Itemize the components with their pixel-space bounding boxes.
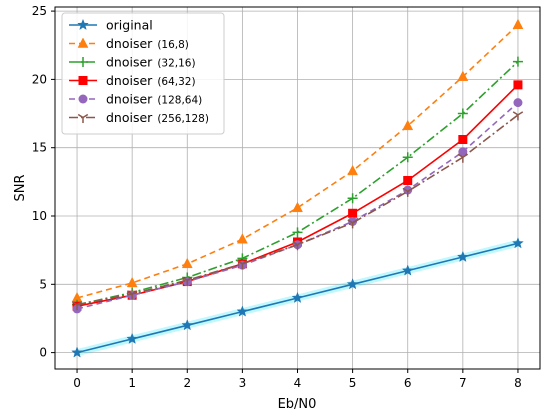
y-tick-label: 20 bbox=[32, 72, 47, 86]
data-point bbox=[401, 264, 414, 276]
data-point bbox=[513, 80, 523, 90]
data-point bbox=[456, 250, 469, 263]
legend-label: dnoiser (32,16) bbox=[106, 55, 196, 70]
legend-label-suffix: (16,8) bbox=[157, 39, 189, 51]
x-tick-label: 2 bbox=[183, 376, 191, 390]
data-point bbox=[347, 164, 359, 176]
legend-entry: dnoiser (128,64) bbox=[69, 92, 202, 107]
data-point bbox=[126, 276, 138, 288]
data-point bbox=[237, 260, 248, 270]
legend-label-suffix: (32,16) bbox=[157, 58, 195, 70]
data-point bbox=[458, 147, 468, 157]
legend-label: dnoiser (16,8) bbox=[106, 36, 189, 51]
data-point bbox=[347, 193, 358, 204]
data-point bbox=[181, 319, 194, 331]
x-tick-label: 7 bbox=[459, 376, 467, 390]
series-layer bbox=[71, 18, 524, 358]
y-tick-label: 0 bbox=[39, 346, 47, 360]
series-line bbox=[76, 61, 519, 306]
legend-label-main: dnoiser bbox=[106, 73, 153, 88]
data-point bbox=[457, 108, 468, 119]
legend-label-suffix: (256,128) bbox=[157, 113, 209, 125]
data-point bbox=[402, 152, 413, 163]
data-point bbox=[346, 278, 359, 290]
data-point bbox=[347, 219, 358, 229]
x-tick-label: 5 bbox=[349, 376, 357, 390]
legend-label-suffix: (64,32) bbox=[157, 76, 195, 88]
data-point bbox=[402, 187, 413, 197]
data-point bbox=[458, 135, 468, 145]
data-point bbox=[403, 175, 413, 185]
legend-entry: dnoiser (64,32) bbox=[69, 73, 196, 88]
data-point bbox=[512, 237, 524, 249]
legend-label: dnoiser (256,128) bbox=[106, 110, 209, 125]
legend-marker bbox=[78, 76, 88, 85]
legend-label-main: dnoiser bbox=[106, 110, 153, 125]
x-tick-label: 0 bbox=[73, 376, 81, 390]
legend-label: dnoiser (128,64) bbox=[106, 92, 202, 107]
legend-entry: dnoiser (16,8) bbox=[69, 36, 189, 51]
series-original bbox=[71, 237, 524, 358]
data-point bbox=[236, 233, 248, 244]
x-tick-label: 1 bbox=[128, 376, 136, 390]
y-axis-label: SNR bbox=[13, 174, 28, 201]
legend-box bbox=[61, 12, 225, 135]
legend-label-main: dnoiser bbox=[106, 92, 153, 107]
data-point bbox=[292, 201, 303, 213]
y-tick-label: 10 bbox=[32, 209, 47, 223]
y-axis: 0 5 10 15 20 25 bbox=[32, 4, 55, 360]
legend-label-main: dnoiser bbox=[106, 55, 153, 70]
data-point bbox=[181, 257, 193, 269]
legend-label: original bbox=[106, 18, 153, 33]
legend-entry: dnoiser (32,16) bbox=[69, 55, 196, 70]
data-point bbox=[71, 346, 83, 358]
data-point bbox=[457, 70, 469, 81]
legend-marker bbox=[77, 37, 89, 48]
x-axis-label: Eb/N0 bbox=[278, 397, 317, 412]
y-tick-label: 15 bbox=[32, 141, 47, 155]
x-tick-label: 6 bbox=[404, 376, 412, 390]
data-point bbox=[512, 111, 524, 121]
legend-label-suffix: (128,64) bbox=[157, 95, 202, 107]
legend-marker bbox=[78, 94, 88, 104]
legend-label: dnoiser (64,32) bbox=[106, 73, 196, 88]
legend-entry: original bbox=[69, 18, 153, 33]
data-point bbox=[126, 290, 138, 300]
legend-entry: dnoiser (256,128) bbox=[69, 110, 209, 125]
legend-marker bbox=[77, 18, 89, 31]
data-point bbox=[402, 119, 414, 131]
legend-marker bbox=[77, 113, 89, 123]
data-point bbox=[512, 56, 523, 67]
data-point bbox=[292, 241, 303, 251]
data-point bbox=[71, 301, 83, 311]
x-tick-label: 3 bbox=[239, 376, 247, 390]
series-line bbox=[76, 102, 519, 310]
data-point bbox=[182, 276, 193, 286]
legend-label-main: original bbox=[106, 18, 153, 33]
x-tick-label: 8 bbox=[514, 376, 522, 390]
data-point bbox=[291, 291, 304, 303]
x-axis: 0 1 2 3 4 5 6 7 8 bbox=[73, 369, 522, 390]
y-tick-label: 25 bbox=[32, 4, 47, 18]
legend-marker bbox=[78, 57, 88, 67]
data-point bbox=[348, 208, 358, 218]
legend-label-main: dnoiser bbox=[106, 36, 153, 51]
data-point bbox=[292, 227, 303, 238]
series-dnoiser-256-128- bbox=[71, 111, 524, 311]
data-point bbox=[513, 98, 523, 108]
data-point bbox=[457, 153, 469, 163]
data-point bbox=[126, 332, 139, 344]
series-dnoiser-16-8- bbox=[71, 18, 524, 303]
data-point bbox=[512, 18, 524, 30]
y-tick-label: 5 bbox=[39, 277, 47, 291]
data-point bbox=[403, 185, 413, 195]
x-tick-label: 4 bbox=[294, 376, 302, 390]
data-point bbox=[236, 305, 249, 317]
